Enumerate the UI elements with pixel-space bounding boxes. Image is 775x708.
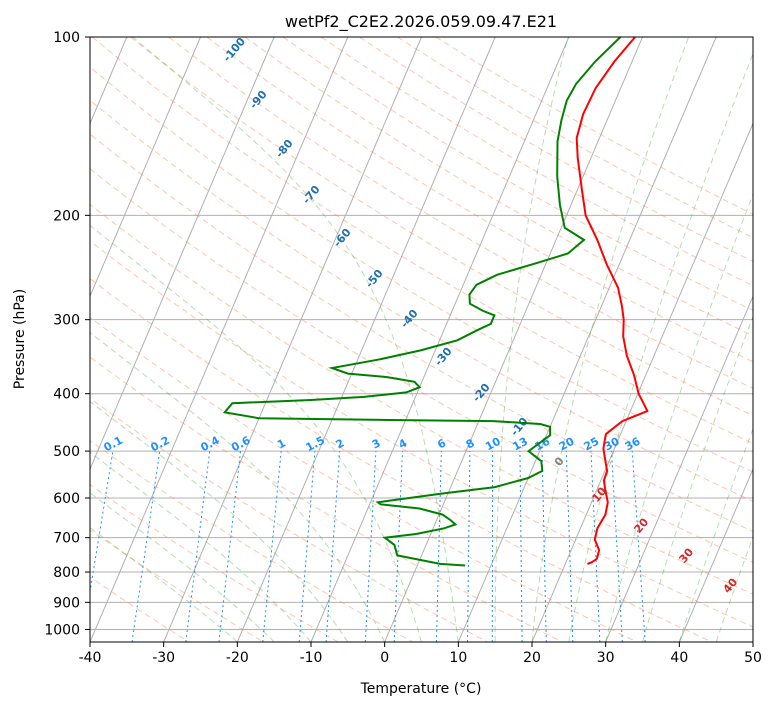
dry-adiabat-line: [90, 168, 753, 563]
y-tick-label: 600: [53, 491, 80, 507]
moist-adiabat-line: [642, 314, 753, 642]
isobar-gridlines: [90, 37, 753, 630]
dry-adiabat-line: [90, 440, 414, 642]
isotherm-line: [678, 467, 753, 642]
moist-adiabat-line: [494, 37, 569, 642]
y-tick-label: 800: [53, 565, 80, 581]
y-axis: 100 200 300 400 500 600 700 800 900 1000: [44, 30, 90, 638]
moist-adiabat-line: [678, 427, 753, 642]
x-tick-label: 50: [744, 650, 762, 666]
dry-adiabat-line: [90, 240, 753, 628]
chart-title: wetPf2_C2E2.2026.059.09.47.E21: [285, 12, 557, 32]
isotherm-lines: [90, 37, 753, 642]
dry-adiabat-line: [90, 576, 190, 642]
mixing-ratio-line: [565, 451, 574, 642]
dry-adiabat-line: [90, 397, 488, 642]
mixing-ratio-line: [325, 451, 341, 642]
isotherm-line: [457, 37, 717, 642]
moist-adiabat-lines: [90, 37, 753, 642]
moist-adiabat-line: [90, 331, 386, 642]
dry-adiabat-lines: [90, 37, 753, 642]
isotherm-line: [531, 122, 753, 642]
mixing-ratio-line: [519, 451, 523, 642]
dry-adiabat-line: [90, 278, 712, 642]
y-tick-label: 500: [53, 444, 80, 460]
moist-adiabat-line: [90, 492, 275, 642]
moist-adiabat-line: [90, 400, 349, 642]
x-tick-label: 40: [670, 650, 688, 666]
mixing-ratio-line: [590, 451, 601, 642]
isotherm-line: [90, 37, 349, 642]
plot-frame: [89, 36, 754, 643]
mixing-ratio-label: 25: [582, 435, 602, 454]
isotherm-line: [90, 37, 201, 298]
y-tick-label: 400: [53, 387, 80, 403]
temperature-line: [575, 37, 649, 565]
plot-area: -100-90-80-70-60-50-40-30-20-10010203040…: [90, 37, 753, 642]
mixing-ratio-line: [467, 451, 471, 642]
isotherm-line: [310, 37, 570, 642]
y-tick-label: 200: [53, 208, 80, 224]
mixing-ratio-line: [131, 451, 161, 642]
x-tick-label: -20: [226, 650, 249, 666]
y-tick-label: 700: [53, 531, 80, 547]
y-tick-label: 100: [53, 30, 80, 46]
mixing-ratio-line: [435, 451, 442, 642]
moist-adiabat-line: [568, 52, 753, 642]
moist-adiabat-line: [605, 192, 753, 642]
isotherm-line: [236, 37, 496, 642]
mixing-ratio-lines: [90, 451, 646, 642]
dry-adiabat-line: [90, 316, 638, 642]
mixing-ratio-line: [631, 451, 646, 642]
sounding-series: [222, 37, 649, 567]
x-tick-label: -40: [79, 650, 102, 666]
moist-adiabat-line: [531, 37, 690, 642]
dewpoint-line: [222, 37, 622, 567]
x-axis: -40 -30 -20 -10 0 10 20 30 40 50: [79, 642, 762, 666]
moist-adiabat-line: [715, 535, 753, 642]
moist-adiabat-line: [90, 451, 312, 642]
mixing-ratio-line: [364, 451, 377, 642]
x-tick-label: 0: [380, 650, 389, 666]
mixing-ratio-line: [185, 451, 211, 642]
isotherm-line: [163, 37, 422, 642]
isotherm-line: [90, 37, 275, 471]
x-axis-label: Temperature (°C): [360, 681, 482, 697]
mixing-ratio-line: [610, 451, 623, 642]
isotherm-line: [605, 295, 753, 642]
mixing-ratio-line: [298, 451, 316, 642]
x-tick-label: 10: [449, 650, 467, 666]
mixing-ratio-line: [218, 451, 242, 642]
mixing-ratio-label: 20: [557, 435, 577, 454]
dry-adiabat-line: [90, 483, 339, 642]
mixing-ratio-line: [90, 451, 114, 595]
x-tick-label: -30: [152, 650, 175, 666]
mixing-ratio-line: [393, 451, 403, 642]
dry-adiabat-line: [90, 99, 753, 502]
mixing-ratio-label: 36: [623, 435, 643, 454]
mixing-ratio-label: 30: [602, 435, 622, 454]
x-tick-label: -10: [300, 650, 323, 666]
y-tick-label: 300: [53, 313, 80, 329]
mixing-ratio-line: [541, 451, 547, 642]
y-tick-label: 900: [53, 595, 80, 611]
y-axis-label: Pressure (hPa): [12, 289, 28, 389]
mixing-ratio-label: 16: [533, 435, 553, 454]
moist-adiabat-line: [90, 224, 422, 642]
y-tick-label: 1000: [44, 622, 80, 638]
x-tick-label: 30: [597, 650, 615, 666]
mixing-ratio-label: 13: [510, 435, 530, 454]
mixing-ratio-line: [262, 451, 282, 642]
isotherm-line: [384, 37, 643, 642]
dry-adiabat-line: [90, 203, 753, 595]
moist-adiabat-line: [132, 37, 459, 642]
dry-adiabat-line: [90, 356, 563, 642]
x-tick-label: 20: [523, 650, 541, 666]
mixing-ratio-label: 10: [483, 435, 503, 454]
